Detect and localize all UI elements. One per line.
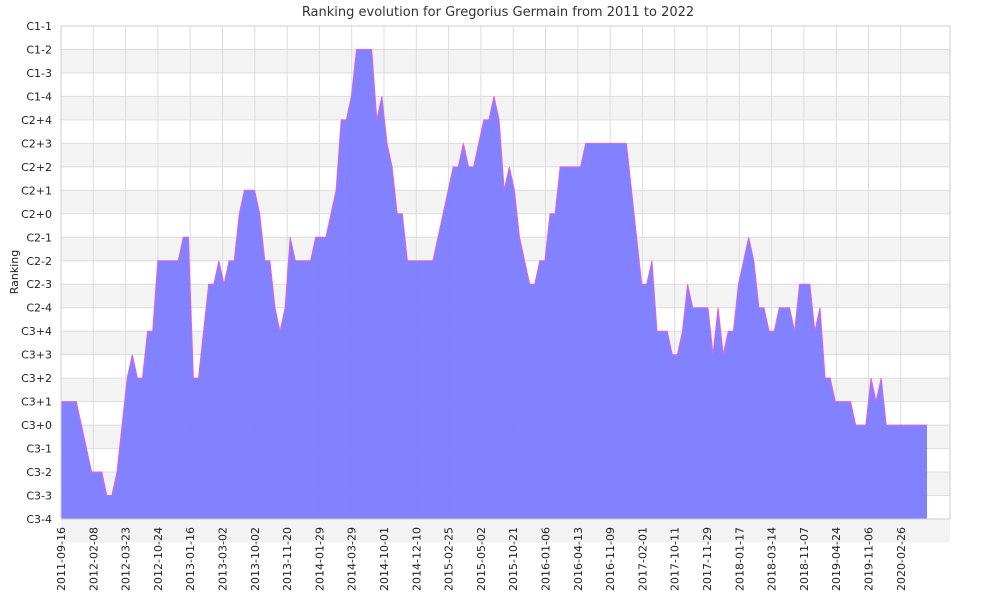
- y-tick-label: C1-4: [26, 90, 52, 103]
- y-tick-label: C2-3: [26, 278, 52, 291]
- y-tick-label: C3+2: [21, 372, 52, 385]
- x-tick-label: 2016-11-09: [604, 527, 617, 591]
- x-tick-label: 2016-04-13: [572, 527, 585, 591]
- x-tick-label: 2014-03-29: [346, 527, 359, 591]
- y-tick-label: C1-3: [26, 67, 52, 80]
- x-axis-ticks: 2011-09-16 2012-02-08 2012-03-23 2012-10-24…: [55, 527, 908, 591]
- y-tick-label: C3-4: [26, 513, 52, 526]
- x-tick-label: 2018-01-17: [733, 527, 746, 591]
- x-tick-label: 2014-01-29: [313, 527, 326, 591]
- y-tick-label: C2-1: [26, 231, 52, 244]
- x-tick-label: 2012-10-24: [152, 527, 165, 591]
- y-axis-ticks: C1-1 C1-2 C1-3 C1-4 C2+4 C2+3 C2+2 C2+1 C2+0 C2-1…: [21, 20, 52, 526]
- y-tick-label: C2-2: [26, 255, 52, 268]
- background-band: [61, 143, 950, 167]
- y-axis-label: Ranking: [8, 250, 21, 295]
- x-tick-label: 2014-10-01: [378, 527, 391, 591]
- y-tick-label: C3+1: [21, 396, 52, 409]
- background-band: [61, 49, 950, 73]
- x-tick-label: 2015-05-02: [475, 527, 488, 591]
- y-tick-label: C3+4: [21, 325, 52, 338]
- y-tick-label: C2+3: [21, 137, 52, 150]
- y-tick-label: C2+4: [21, 114, 52, 127]
- y-tick-label: C2+1: [21, 184, 52, 197]
- y-tick-label: C3-3: [26, 490, 52, 503]
- x-tick-label: 2017-11-29: [701, 527, 714, 591]
- x-tick-label: 2018-03-14: [766, 527, 779, 591]
- plot-frame: [60, 25, 951, 520]
- ranking-area-series: [61, 49, 927, 519]
- y-tick-label: C3+3: [21, 349, 52, 362]
- y-tick-label: C3+0: [21, 419, 52, 432]
- x-tick-label: 2013-03-02: [217, 527, 230, 591]
- x-tick-label: 2012-03-23: [120, 527, 133, 591]
- x-tick-label: 2012-02-08: [87, 527, 100, 591]
- x-tick-label: 2018-11-07: [798, 527, 811, 591]
- x-tick-label: 2019-04-24: [830, 527, 843, 591]
- x-tick-label: 2015-10-21: [507, 527, 520, 591]
- x-tick-label: 2017-02-01: [636, 527, 649, 591]
- y-tick-label: C3-1: [26, 443, 52, 456]
- background-band: [61, 519, 950, 543]
- x-tick-label: 2013-01-16: [184, 527, 197, 591]
- x-tick-label: 2013-10-02: [249, 527, 262, 591]
- y-tick-label: C1-2: [26, 43, 52, 56]
- y-tick-label: C2+0: [21, 208, 52, 221]
- x-tick-label: 2017-10-11: [669, 527, 682, 591]
- y-tick-label: C3-2: [26, 466, 52, 479]
- x-tick-label: 2011-09-16: [55, 527, 68, 591]
- x-tick-label: 2015-02-25: [443, 527, 456, 591]
- y-tick-label: C2+2: [21, 161, 52, 174]
- ranking-area-fill: [61, 49, 927, 519]
- x-tick-label: 2016-01-06: [540, 527, 553, 591]
- background-band: [61, 96, 950, 120]
- ranking-line: [61, 49, 927, 496]
- x-tick-label: 2013-11-20: [281, 527, 294, 591]
- y-tick-label: C2-4: [26, 302, 52, 315]
- x-tick-label: 2020-02-26: [895, 527, 908, 591]
- x-tick-label: 2019-11-06: [863, 527, 876, 591]
- chart-title: Ranking evolution for Gregorius Germain …: [302, 5, 694, 20]
- x-tick-label: 2014-12-10: [410, 527, 423, 591]
- y-tick-label: C1-1: [26, 20, 52, 33]
